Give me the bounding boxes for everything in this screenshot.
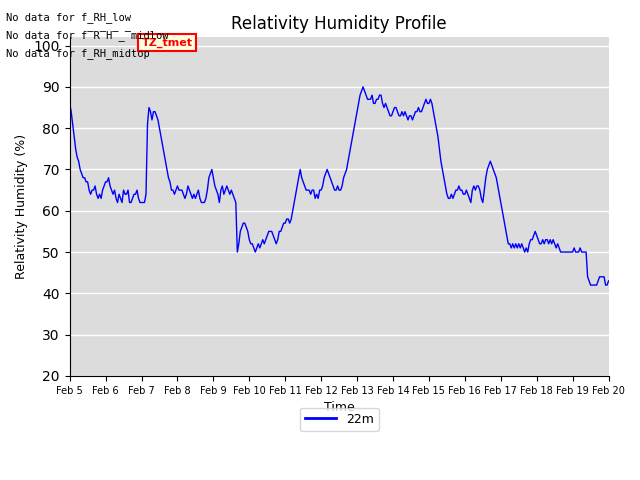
X-axis label: Time: Time [324,401,355,414]
Text: No data for f_RH_low: No data for f_RH_low [6,12,131,23]
Legend: 22m: 22m [300,408,379,431]
Y-axis label: Relativity Humidity (%): Relativity Humidity (%) [15,134,28,279]
Title: Relativity Humidity Profile: Relativity Humidity Profile [231,15,447,33]
Text: No data for f_RH_midtop: No data for f_RH_midtop [6,48,150,60]
Text: No data for f̅R̅H̅_̅midlow: No data for f̅R̅H̅_̅midlow [6,30,169,41]
Text: TZ_tmet: TZ_tmet [141,37,193,48]
